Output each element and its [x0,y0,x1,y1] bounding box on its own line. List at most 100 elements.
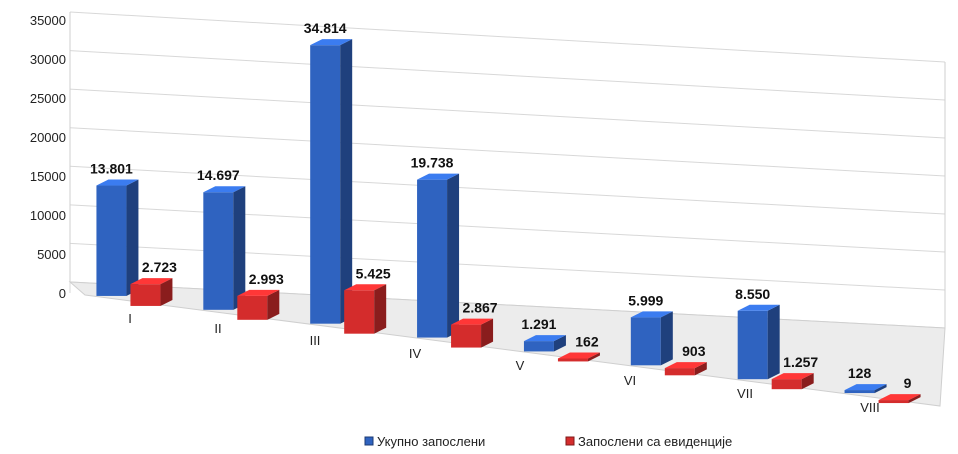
y-tick-label: 35000 [30,13,66,28]
bar-side [801,373,814,390]
bar-front [417,179,448,338]
bar-top [557,352,600,359]
bar-top [844,384,887,391]
data-label-series-1: 5.999 [628,292,663,308]
bar-series-1 [203,186,246,310]
x-tick-label: V [516,358,525,373]
bar-series-1 [417,173,460,338]
y-tick-label: 20000 [30,130,66,145]
bar-top [737,304,780,311]
bar-top [310,39,353,46]
bar-front [203,192,234,310]
bar-front [557,358,588,362]
gridline [69,127,946,177]
data-label-series-1: 1.291 [521,316,556,332]
data-label-series-2: 1.257 [783,354,818,370]
x-tick-label: VI [624,373,636,388]
data-label-series-2: 903 [682,343,706,359]
bar-side [126,179,139,296]
bar-side [694,362,707,376]
bar-front [96,185,127,296]
bar-top [237,289,280,296]
bar-top [878,394,921,401]
data-label-series-2: 2.993 [249,271,284,287]
bar-front [130,284,161,306]
bar-series-2 [557,352,600,362]
bar-front [844,390,875,394]
bar-series-2 [130,278,173,306]
bar-side [553,335,566,352]
data-label-series-1: 34.814 [304,20,347,36]
bar-front [451,324,482,348]
bar-top [344,284,387,291]
x-tick-label: IV [409,346,422,361]
bar-side [874,384,887,394]
bar-side [481,318,494,348]
bar-series-2 [664,362,707,376]
gridline [69,11,946,63]
bar-top [664,362,707,369]
bar-top [417,173,460,180]
data-label-series-1: 19.738 [411,155,454,171]
x-tick-label: VII [737,386,753,401]
gridline [69,88,946,139]
legend-swatch [364,436,374,446]
legend-label: Укупно запослени [377,434,485,449]
bar-top [451,318,494,325]
x-tick-label: VIII [860,400,880,415]
bar-front [737,310,768,380]
data-label-series-1: 14.697 [197,167,240,183]
bar-series-1 [630,311,673,366]
y-tick-label: 30000 [30,52,66,67]
data-label-series-2: 2.867 [463,300,498,316]
data-label-series-2: 5.425 [356,265,391,281]
gridline [69,204,946,253]
x-tick-label: II [214,321,221,336]
bar-side [767,304,780,380]
y-tick-label: 10000 [30,208,66,223]
y-tick-label: 5000 [37,247,66,262]
bar-front [344,290,375,334]
bar-series-2 [344,284,387,334]
bar-top [130,278,173,285]
data-label-series-1: 8.550 [735,286,770,302]
bar-side [340,39,353,324]
bar-series-2 [451,318,494,348]
bar-side [267,289,280,320]
legend-label: Запослени са евиденције [578,434,732,449]
bar-front [630,317,661,366]
bar-series-1 [96,179,139,296]
gridline [69,165,946,215]
bar-side [660,311,673,366]
bar-side [233,186,246,310]
bar-top [771,373,814,380]
bar-series-1 [523,335,566,352]
bar-front [878,400,909,404]
data-label-series-1: 128 [848,365,872,381]
bar-top [96,179,139,186]
gridlines [68,11,946,407]
legend-swatch [565,436,575,446]
bar-front [771,379,802,390]
y-tick-label: 15000 [30,169,66,184]
legend: Укупно запослени Запослени са евиденције [364,434,732,449]
gridline [69,50,946,101]
bar-front [664,368,695,376]
bar-front [523,341,554,352]
bar-series-1 [737,304,780,380]
y-tick-label: 0 [59,286,66,301]
bar-front [310,45,341,324]
gridline [69,242,946,291]
bar-side [908,394,921,404]
bar-side [587,352,600,362]
data-label-series-2: 162 [575,333,599,349]
data-labels: 13.801 2.723 14.697 2.993 34.814 5.425 19.738 2… [90,20,912,391]
bar-top [203,186,246,193]
bar-series-1 [310,39,353,324]
data-label-series-1: 13.801 [90,161,133,177]
data-label-series-2: 9 [904,375,912,391]
bar-series-2 [237,289,280,320]
bar-top [630,311,673,318]
x-tick-label: III [310,333,321,348]
